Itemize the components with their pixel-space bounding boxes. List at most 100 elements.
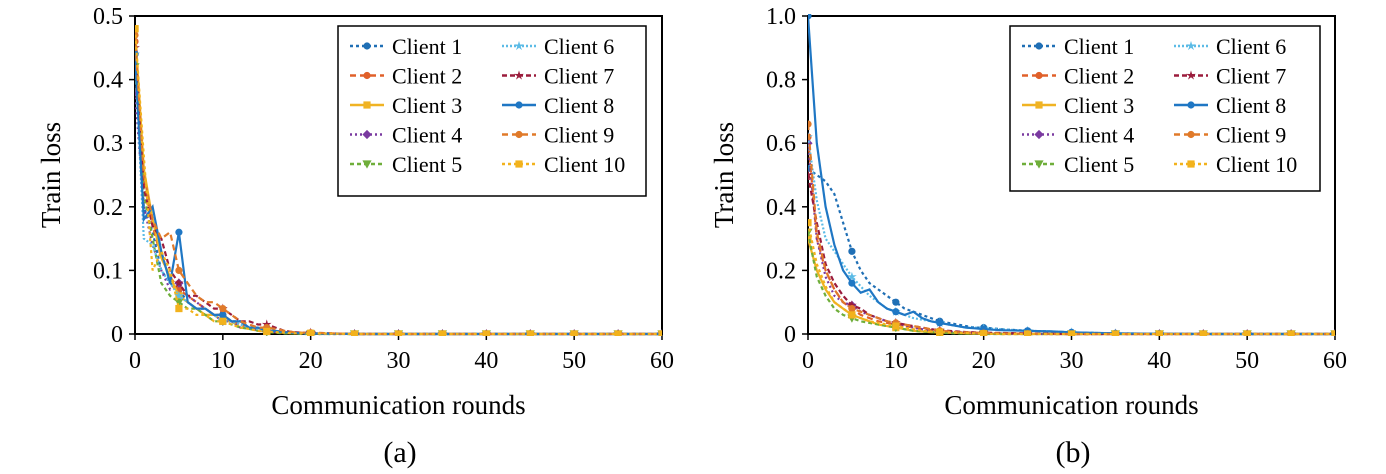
data-point-client-10: [307, 329, 315, 336]
legend-marker-client-2: [363, 71, 371, 80]
data-point-client-10: [892, 322, 900, 330]
legend-label-client-7: Client 7: [1216, 64, 1286, 89]
legend-label-client-8: Client 8: [1216, 93, 1286, 118]
x-tick-label: 30: [1060, 348, 1084, 374]
data-point-client-10: [848, 311, 856, 319]
data-point-client-7: [261, 319, 272, 329]
x-tick-label: 50: [1235, 348, 1259, 374]
legend-label-client-6: Client 6: [544, 34, 614, 59]
x-tick-label: 10: [884, 348, 908, 374]
x-axis-label: Communication rounds: [271, 390, 525, 420]
legend-marker-client-7: [1186, 70, 1196, 80]
x-tick-label: 50: [562, 348, 586, 374]
x-tick-label: 60: [1323, 348, 1347, 374]
y-tick-label: 0.8: [766, 68, 796, 94]
legend-marker-client-10: [515, 160, 523, 168]
data-point-client-1: [892, 298, 900, 306]
data-point-client-10: [658, 330, 662, 336]
data-point-client-9: [848, 304, 856, 313]
data-point-client-10: [526, 330, 534, 336]
x-tick-label: 0: [802, 348, 814, 374]
legend-marker-client-1: [363, 42, 371, 50]
legend-marker-client-2: [1035, 71, 1043, 80]
data-point-client-10: [482, 330, 490, 336]
series-line-client-10: [135, 28, 662, 336]
y-tick-label: 0.5: [93, 4, 123, 30]
data-point-client-7: [847, 300, 857, 310]
data-point-client-10: [1023, 330, 1032, 336]
x-tick-label: 20: [299, 348, 323, 374]
legend-label-client-8: Client 8: [544, 93, 614, 118]
legend-label-client-3: Client 3: [392, 93, 462, 118]
legend: Client 1 Client 2 Client 3 Client 4 Client 5…: [337, 25, 647, 197]
x-tick-label: 30: [387, 348, 411, 374]
y-tick-label: 0.4: [766, 195, 796, 221]
legend-label-client-2: Client 2: [392, 64, 462, 89]
series-line-client-9: [135, 35, 662, 336]
data-point-client-10: [1067, 330, 1076, 336]
data-point-client-10: [175, 304, 183, 313]
data-point-client-5: [174, 298, 184, 307]
legend-label-client-1: Client 1: [1064, 34, 1134, 59]
data-point-client-10: [135, 25, 139, 33]
data-point-client-8: [808, 14, 812, 20]
y-tick-label: 0: [784, 322, 796, 348]
legend-marker-client-6: [1186, 40, 1196, 51]
x-tick-label: 40: [474, 348, 498, 374]
y-tick-label: 0.2: [766, 258, 796, 284]
data-point-client-6: [174, 290, 184, 300]
x-tick-label: 60: [650, 348, 674, 374]
chart-panel-a: 0 0.1 0.2 0.3 0.4 0.5 0 10 20 30 40 50 60 Communicati…: [36, 4, 674, 469]
y-tick-label: 0.6: [766, 131, 796, 157]
legend-marker-client-7: [514, 70, 524, 80]
legend-marker-client-6: [514, 40, 524, 51]
legend-marker-client-8: [1187, 101, 1195, 109]
data-point-client-8: [848, 279, 856, 287]
x-tick-label: 10: [211, 348, 235, 374]
x-tick-label: 40: [1147, 348, 1171, 374]
legend-marker-client-3: [1035, 101, 1043, 109]
series-layer: [808, 14, 1335, 336]
legend-label-client-10: Client 10: [1216, 152, 1297, 177]
data-point-client-9: [808, 120, 812, 128]
legend-marker-client-4: [1034, 129, 1044, 140]
data-point-client-10: [438, 330, 447, 336]
data-point-client-7: [174, 278, 184, 288]
y-tick-label: 0.2: [93, 195, 123, 221]
series-layer: [135, 25, 662, 336]
legend-label-client-9: Client 9: [544, 123, 614, 148]
data-point-client-9: [219, 304, 227, 313]
legend-marker-client-1: [1035, 42, 1043, 50]
legend-marker-client-10: [1187, 160, 1195, 168]
data-point-client-10: [394, 330, 403, 336]
y-axis-label: Train loss: [709, 122, 739, 228]
legend: Client 1 Client 2 Client 3 Client 4 Client 5…: [1009, 25, 1321, 192]
y-tick-label: 0.1: [93, 258, 123, 284]
legend-marker-client-8: [515, 101, 523, 109]
data-point-client-1: [848, 247, 856, 255]
data-point-client-10: [263, 327, 271, 336]
legend-marker-client-9: [515, 130, 523, 139]
data-point-client-10: [936, 328, 944, 336]
y-tick-label: 1.0: [766, 4, 796, 30]
panel-caption: (a): [383, 436, 416, 469]
x-tick-label: 20: [972, 348, 996, 374]
data-point-client-7: [808, 169, 813, 180]
legend-label-client-9: Client 9: [1216, 123, 1286, 148]
data-point-client-10: [350, 330, 359, 336]
y-tick-label: 0.3: [93, 131, 123, 157]
y-tick-label: 0.4: [93, 68, 123, 94]
x-tick-label: 0: [129, 348, 141, 374]
legend-label-client-6: Client 6: [1216, 34, 1286, 59]
x-axis-label: Communication rounds: [944, 390, 1198, 420]
legend-label-client-1: Client 1: [392, 34, 462, 59]
legend-box: [337, 25, 647, 197]
data-point-client-9: [175, 266, 183, 274]
legend-box: [1009, 25, 1321, 192]
data-point-client-10: [1331, 330, 1335, 336]
data-point-client-10: [1111, 330, 1120, 336]
data-point-client-8: [892, 308, 900, 316]
data-point-client-10: [219, 317, 227, 325]
legend-marker-client-4: [362, 129, 372, 140]
